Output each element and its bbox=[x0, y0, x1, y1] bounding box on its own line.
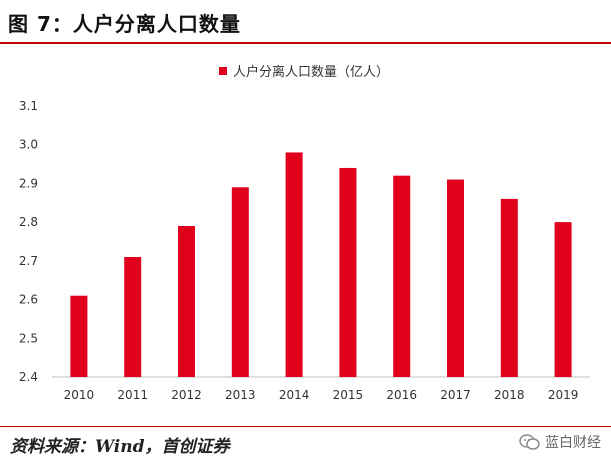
source-note: 资料来源：Wind，首创证券 bbox=[10, 437, 230, 457]
x-tick-label: 2017 bbox=[440, 388, 471, 402]
bar-2017 bbox=[447, 179, 464, 377]
bar-2013 bbox=[231, 187, 249, 377]
bar-chart: 人户分离人口数量（亿人） 2.4 2.5 2.6 2.7 2.8 2.9 3.0 3.1 2010… bbox=[19, 64, 590, 402]
y-tick-label: 2.9 bbox=[19, 176, 38, 190]
y-tick-label: 3.0 bbox=[19, 138, 38, 152]
x-tick-label: 2013 bbox=[225, 388, 256, 402]
bar-2010 bbox=[70, 295, 88, 377]
watermark: 蓝白财经 bbox=[519, 432, 601, 452]
bar-2019 bbox=[554, 222, 572, 377]
x-tick-label: 2012 bbox=[171, 388, 202, 402]
y-tick-label: 2.4 bbox=[19, 370, 38, 384]
y-tick-label: 2.7 bbox=[19, 254, 38, 268]
title-divider bbox=[0, 42, 611, 44]
y-tick-label: 2.5 bbox=[19, 331, 38, 345]
y-tick-label: 2.8 bbox=[19, 215, 38, 229]
y-tick-label: 2.6 bbox=[19, 293, 38, 307]
bar-2012 bbox=[178, 226, 195, 377]
x-tick-label: 2011 bbox=[117, 388, 148, 402]
watermark-text: 蓝白财经 bbox=[545, 435, 601, 451]
bar-2015 bbox=[339, 167, 357, 377]
bar-2016 bbox=[393, 175, 411, 377]
figure-title: 图 7：人户分离人口数量 bbox=[8, 12, 241, 36]
legend-swatch bbox=[219, 67, 227, 75]
legend-label: 人户分离人口数量（亿人） bbox=[233, 64, 389, 80]
x-tick-label: 2019 bbox=[548, 388, 579, 402]
bar-2011 bbox=[124, 256, 142, 377]
x-tick-label: 2010 bbox=[64, 388, 95, 402]
source-divider bbox=[0, 426, 611, 427]
x-tick-label: 2016 bbox=[386, 388, 417, 402]
bar-2014 bbox=[285, 152, 303, 377]
x-tick-label: 2018 bbox=[494, 388, 525, 402]
y-tick-label: 3.1 bbox=[19, 99, 38, 113]
x-tick-label: 2014 bbox=[279, 388, 310, 402]
x-tick-label: 2015 bbox=[333, 388, 364, 402]
wechat-icon bbox=[519, 434, 540, 450]
bar-2018 bbox=[500, 198, 518, 377]
